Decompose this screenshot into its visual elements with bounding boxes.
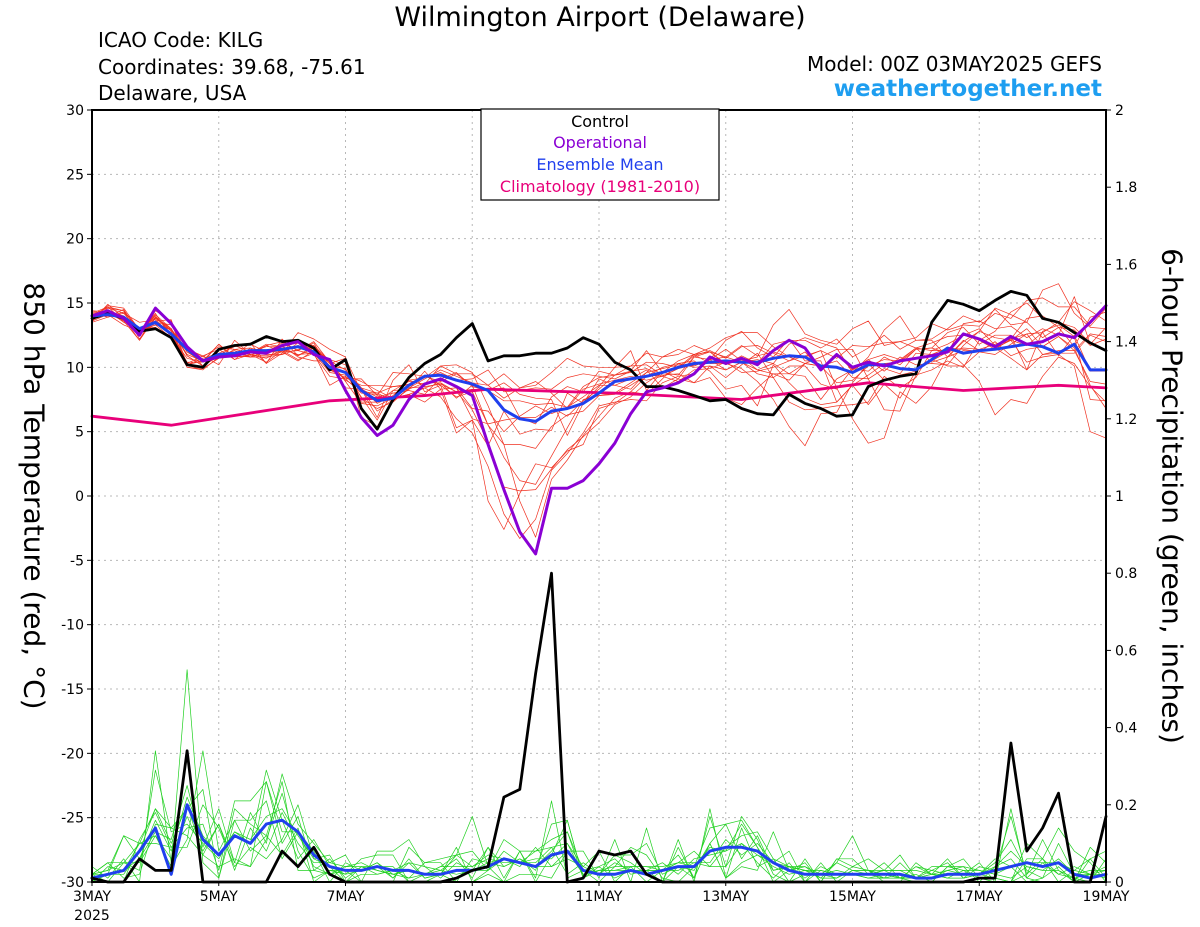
x-tick-label: 9MAY (453, 889, 491, 905)
temp-climatology-line (90, 381, 1108, 427)
temp-member-line (91, 306, 1107, 436)
x-tick-label: 7MAY (326, 889, 364, 905)
icao-code: ICAO Code: KILG (98, 28, 264, 52)
y2-tick-label: 1.2 (1115, 412, 1137, 428)
axes: -30-25-20-15-10-505101520253000.20.40.60… (61, 103, 1137, 924)
temp-member-line (91, 307, 1107, 404)
temp-member-line (91, 307, 1107, 408)
temp-member-line (91, 297, 1107, 485)
y2-tick-label: 0 (1115, 875, 1124, 891)
y-tick-label: 10 (66, 360, 84, 376)
temp-member-line (91, 311, 1107, 449)
y-tick-label: 0 (75, 489, 84, 505)
y-tick-label: -20 (61, 746, 84, 762)
y-tick-label: -5 (70, 553, 84, 569)
temp-control-line (90, 289, 1108, 431)
y-tick-label: -25 (61, 811, 84, 827)
x-tick-label: 5MAY (200, 889, 238, 905)
x-tick-label: 15MAY (829, 889, 876, 905)
precip-member-line (91, 796, 1107, 879)
legend-climatology: Climatology (1981-2010) (500, 177, 700, 196)
y2-tick-label: 0.6 (1115, 643, 1137, 659)
coordinates: Coordinates: 39.68, -75.61 (98, 55, 366, 79)
y-tick-label: -15 (61, 682, 84, 698)
temp-member-line (91, 310, 1107, 447)
y-tick-label: 5 (75, 425, 84, 441)
grid (92, 110, 1106, 882)
y2-tick-label: 1.4 (1115, 335, 1137, 351)
main-series (90, 289, 1108, 884)
y-tick-label: -10 (61, 618, 84, 634)
temp-operational-line (90, 304, 1108, 556)
legend-box (480, 108, 720, 201)
legend-control: Control (571, 112, 629, 131)
legend-ensemble-mean: Ensemble Mean (536, 155, 663, 174)
y2-tick-label: 0.8 (1115, 566, 1137, 582)
y-tick-label: -30 (61, 875, 84, 891)
x-tick-label: 17MAY (956, 889, 1003, 905)
x-tick-label: 11MAY (576, 889, 623, 905)
precip-ensemble-mean-line (90, 803, 1108, 880)
x-tick-label: 13MAY (702, 889, 749, 905)
y-tick-label: 15 (66, 296, 84, 312)
legend: Control Operational Ensemble Mean Climat… (480, 108, 720, 201)
temp-member-line (91, 302, 1107, 538)
y2-tick-label: 1.6 (1115, 257, 1137, 273)
x-tick-label: 19MAY (1083, 889, 1130, 905)
region: Delaware, USA (98, 81, 247, 105)
model-run: Model: 00Z 03MAY2025 GEFS (807, 52, 1102, 76)
y2-tick-label: 0.2 (1115, 798, 1137, 814)
temp-member-line (91, 311, 1107, 492)
y-tick-label: 25 (66, 167, 84, 183)
website-link[interactable]: weathertogether.net (833, 76, 1102, 102)
y2-tick-label: 0.4 (1115, 721, 1137, 737)
y2-tick-label: 2 (1115, 103, 1124, 119)
temp-member-line (91, 296, 1107, 447)
x-year-label: 2025 (74, 908, 110, 924)
precip-member-line (91, 773, 1107, 883)
legend-operational: Operational (553, 133, 647, 152)
y2-tick-label: 1.8 (1115, 180, 1137, 196)
chart-title: Wilmington Airport (Delaware) (394, 2, 806, 33)
y-tick-label: 20 (66, 232, 84, 248)
x-tick-label: 3MAY (73, 889, 111, 905)
y2-tick-label: 1 (1115, 489, 1124, 505)
precip-control-line (90, 571, 1108, 884)
y-tick-label: 30 (66, 103, 84, 119)
precip-member-line (91, 792, 1107, 883)
temp-member-line (91, 301, 1107, 425)
